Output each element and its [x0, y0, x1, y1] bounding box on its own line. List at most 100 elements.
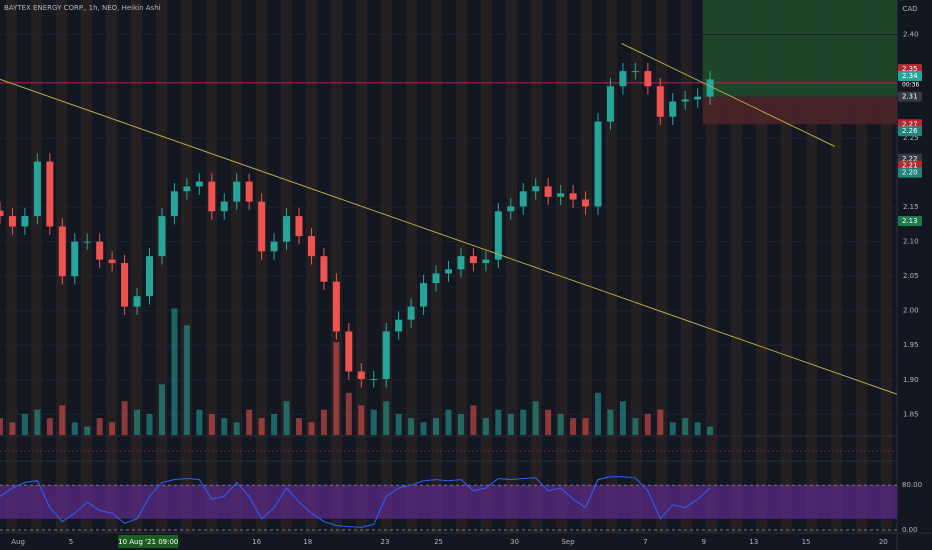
position-stop	[702, 96, 897, 125]
candle-body	[0, 210, 4, 217]
candle-body	[121, 263, 129, 307]
price-badge-label: 2.26	[902, 127, 918, 135]
volume-bar	[520, 409, 527, 435]
volume-bar	[395, 413, 402, 435]
volume-bar	[358, 405, 365, 435]
price-badge	[898, 167, 922, 178]
session-stripe	[806, 0, 817, 533]
candle-body	[370, 379, 378, 381]
candle-body	[532, 186, 540, 192]
candle-body	[557, 193, 565, 197]
volume-bar	[34, 409, 41, 435]
volume-bar	[669, 422, 676, 435]
session-stripe	[106, 0, 117, 533]
volume-bar	[21, 413, 28, 435]
volume-bar	[183, 325, 190, 435]
x-tick-label: 25	[434, 538, 443, 546]
volume-bar	[84, 426, 91, 435]
candle-body	[681, 99, 689, 102]
session-stripe	[656, 0, 667, 533]
x-tick-label: 23	[381, 538, 390, 546]
session-stripe	[81, 0, 92, 533]
session-stripe	[356, 0, 367, 533]
y-tick-label: 2.10	[903, 238, 919, 246]
volume-bar	[134, 409, 141, 435]
y-tick-label: 1.95	[903, 341, 919, 349]
candle-body	[233, 181, 241, 202]
crosshair-badge	[118, 535, 179, 548]
volume-bar	[707, 426, 714, 435]
candle-body	[21, 216, 29, 227]
volume-bar	[619, 401, 626, 435]
volume-bar	[644, 413, 651, 435]
volume-bar	[121, 401, 128, 435]
volume-bar	[221, 418, 228, 435]
volume-bar	[408, 418, 415, 435]
x-tick-label: 9	[702, 538, 706, 546]
x-tick-label: 18	[303, 538, 312, 546]
candle-body	[569, 193, 577, 200]
candle-body	[8, 216, 16, 227]
currency: CAD	[902, 5, 917, 13]
candle-body	[195, 181, 203, 187]
volume-bar	[495, 409, 502, 435]
y-tick-label: 1.85	[903, 410, 919, 418]
x-tick-label: 7	[643, 538, 647, 546]
volume-bar	[445, 409, 452, 435]
session-stripe	[506, 0, 517, 533]
volume-bar	[457, 413, 464, 435]
session-stripe	[681, 0, 692, 533]
candle-body	[382, 331, 390, 380]
candle-body	[46, 161, 54, 227]
volume-bar	[557, 413, 564, 435]
candle-body	[158, 216, 166, 257]
candle-body	[395, 319, 403, 332]
session-stripe	[406, 0, 417, 533]
candle-body	[469, 256, 477, 264]
candle-body	[631, 71, 639, 73]
session-stripe	[556, 0, 567, 533]
candle-body	[457, 256, 465, 270]
volume-bar	[233, 422, 240, 435]
chart-title: BAYTEX ENERGY CORP., 1h, NEO, Heikin Ash…	[4, 4, 161, 12]
price-badge	[898, 70, 922, 81]
session-stripe	[6, 0, 17, 533]
volume-bar	[570, 418, 577, 435]
volume-bar	[171, 308, 178, 435]
volume-bar	[146, 413, 153, 435]
volume-bar	[0, 418, 3, 435]
x-tick-label: 16	[252, 538, 261, 546]
volume-bar	[420, 422, 427, 435]
volume-bar	[246, 409, 253, 435]
volume-bar	[632, 418, 639, 435]
x-tick-label: 30	[510, 538, 519, 546]
session-stripe	[531, 0, 542, 533]
x-tick-label: Aug	[11, 538, 25, 546]
session-stripe	[331, 0, 342, 533]
volume-bar	[657, 409, 664, 435]
trendline	[0, 78, 898, 395]
candle-body	[58, 226, 66, 277]
price-badge-label: 2.31	[902, 93, 918, 101]
candle-body	[494, 211, 502, 260]
y-tick-label: 1.90	[903, 376, 919, 384]
volume-bar	[320, 409, 327, 435]
crosshair-label: 10 Aug '21 09:00	[118, 538, 178, 546]
candle-body	[445, 269, 452, 274]
candle-body	[507, 206, 515, 212]
candle-body	[146, 256, 153, 297]
candle-body	[544, 186, 552, 197]
candle-body	[644, 71, 652, 87]
volume-bar	[333, 342, 340, 435]
session-stripe	[131, 0, 142, 533]
candle-body	[594, 121, 602, 207]
candle-body	[694, 96, 702, 100]
session-stripe	[631, 0, 642, 533]
volume-bar	[96, 418, 103, 435]
price-badge-label: 2.27	[902, 120, 918, 128]
y-tick-label: 2.00	[903, 307, 919, 315]
volume-bar	[595, 392, 601, 435]
session-stripe	[181, 0, 192, 533]
volume-bar	[545, 409, 552, 435]
